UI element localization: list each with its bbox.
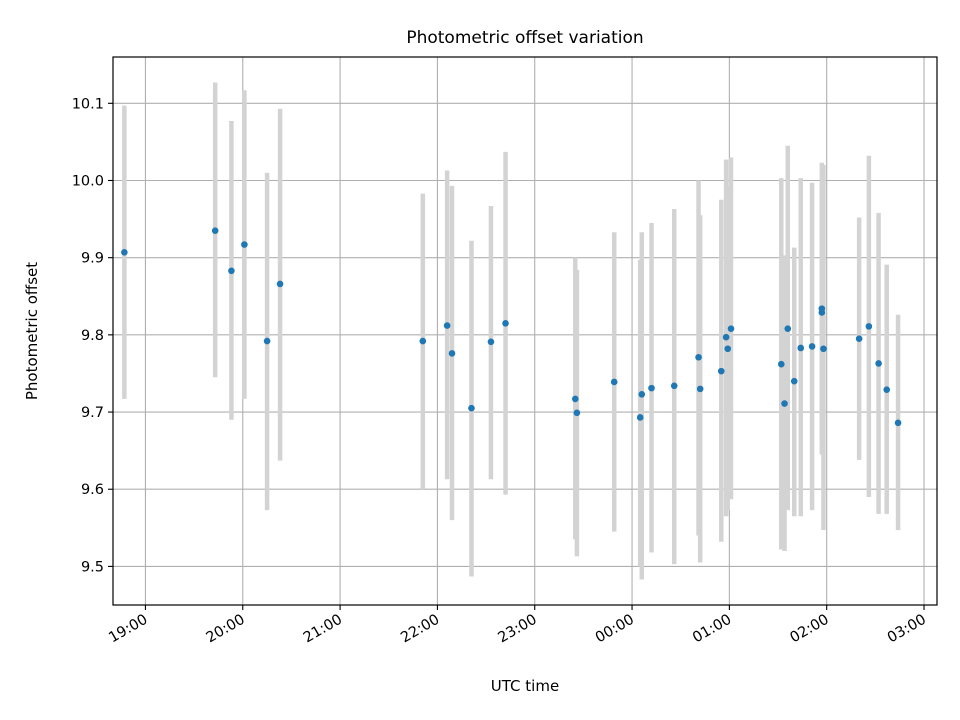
- data-point: [468, 404, 475, 412]
- data-point: [241, 241, 248, 248]
- data-point: [638, 390, 646, 398]
- data-point: [875, 360, 882, 367]
- data-point: [648, 384, 655, 392]
- data-point: [883, 386, 891, 393]
- y-tick-label: 10.0: [72, 173, 104, 189]
- y-axis-ticks: 9.5 9.6 9.7 9.8 9.9 10.0 10.1: [72, 96, 113, 575]
- data-point: [636, 414, 644, 421]
- data-point: [211, 227, 219, 234]
- data-points: [121, 227, 902, 427]
- data-point: [727, 325, 735, 332]
- data-point: [717, 367, 725, 375]
- data-point: [228, 267, 235, 275]
- y-axis-label: Photometric offset: [23, 262, 41, 400]
- data-point: [865, 323, 873, 330]
- data-point: [777, 360, 785, 368]
- data-point: [610, 378, 618, 386]
- data-point: [670, 382, 678, 390]
- data-point: [797, 344, 805, 352]
- y-tick-label: 9.9: [81, 251, 104, 267]
- chart-title: Photometric offset variation: [406, 28, 643, 48]
- y-tick-label: 9.7: [81, 405, 104, 421]
- data-point: [790, 377, 798, 385]
- data-point: [724, 345, 732, 353]
- data-point: [571, 395, 579, 403]
- plot-frame: [112, 56, 938, 606]
- y-tick-label: 10.1: [72, 96, 104, 112]
- x-axis-label: UTC time: [491, 677, 559, 695]
- data-point: [820, 345, 827, 353]
- y-tick-label: 9.6: [81, 482, 104, 498]
- data-point: [263, 337, 271, 345]
- data-point: [696, 385, 704, 393]
- data-point: [855, 335, 863, 343]
- data-point: [784, 325, 792, 332]
- data-point: [121, 248, 128, 256]
- data-point: [781, 400, 788, 407]
- y-tick-label: 9.5: [81, 559, 104, 575]
- data-point: [276, 280, 284, 288]
- data-point: [419, 337, 427, 345]
- data-point: [448, 350, 456, 357]
- data-point: [722, 333, 730, 341]
- data-point: [487, 338, 495, 346]
- data-point: [894, 419, 902, 427]
- data-point: [808, 343, 816, 350]
- data-point: [573, 409, 581, 417]
- data-point: [695, 353, 702, 361]
- y-tick-label: 9.8: [81, 328, 104, 344]
- data-point: [818, 309, 826, 316]
- data-point: [443, 322, 451, 329]
- data-point: [502, 319, 509, 327]
